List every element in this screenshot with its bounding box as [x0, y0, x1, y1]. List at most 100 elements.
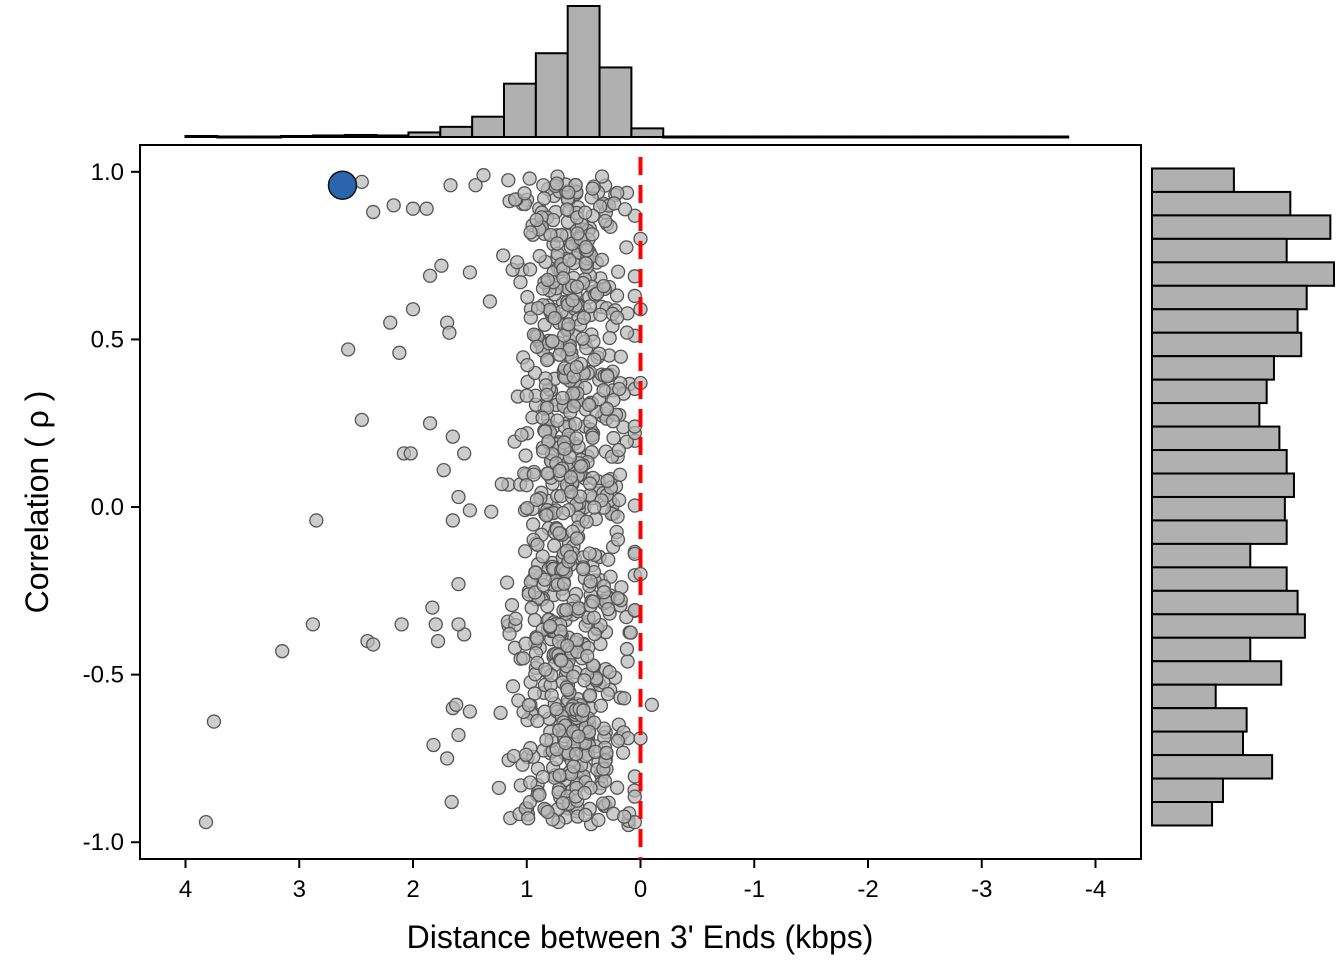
data-point	[613, 349, 628, 364]
data-point	[544, 688, 559, 703]
data-point	[539, 508, 554, 523]
data-point	[556, 576, 572, 591]
data-point	[600, 369, 615, 384]
data-point	[341, 342, 356, 357]
data-point	[551, 723, 567, 738]
data-point	[582, 546, 597, 561]
data-point	[501, 173, 516, 188]
top-histogram	[184, 5, 1070, 139]
data-point	[598, 213, 613, 229]
data-point	[549, 236, 565, 251]
right-hist-bar	[1151, 707, 1248, 733]
data-point	[530, 713, 545, 729]
data-point	[434, 258, 449, 273]
data-point	[560, 682, 575, 697]
right-hist-bar	[1151, 660, 1283, 686]
data-point	[535, 549, 550, 564]
data-point	[547, 538, 562, 553]
right-histogram	[1151, 167, 1335, 827]
right-hist-bar	[1151, 237, 1288, 264]
data-point	[579, 514, 594, 529]
data-point	[600, 473, 615, 488]
data-point	[462, 503, 478, 518]
data-point	[610, 780, 625, 795]
data-point	[559, 602, 574, 618]
data-point	[555, 795, 571, 811]
data-point	[599, 401, 615, 417]
data-point	[610, 509, 625, 524]
data-point	[354, 174, 369, 190]
data-point	[476, 168, 491, 183]
data-point	[529, 492, 545, 508]
top-hist-bar	[471, 115, 505, 139]
data-point	[535, 769, 551, 785]
data-point	[587, 626, 602, 642]
y-tick-label: -0.5	[83, 662, 124, 689]
x-tick-label: 3	[293, 876, 306, 903]
data-point	[198, 814, 214, 830]
data-point	[532, 787, 547, 803]
top-hist-bar	[1044, 135, 1070, 139]
data-point	[563, 470, 578, 485]
top-hist-bar	[853, 135, 888, 139]
data-point	[496, 248, 511, 263]
data-point	[445, 429, 460, 444]
top-hist-bar	[980, 135, 1015, 139]
data-point	[530, 300, 546, 316]
data-point	[522, 171, 537, 186]
data-point	[552, 526, 567, 541]
y-tick-label: 0.5	[91, 326, 124, 353]
data-point	[540, 599, 555, 614]
data-point	[539, 352, 555, 368]
data-point	[568, 416, 583, 432]
data-point	[539, 732, 554, 748]
data-point	[449, 697, 464, 712]
data-point	[596, 585, 612, 600]
data-point	[540, 804, 555, 820]
data-point	[439, 751, 455, 766]
top-hist-bar	[598, 66, 633, 138]
top-hist-bar	[566, 5, 601, 138]
right-hist-bar	[1151, 402, 1261, 428]
data-point	[595, 796, 611, 811]
data-point	[206, 714, 222, 729]
right-hist-bar	[1151, 308, 1299, 334]
data-point	[309, 513, 324, 528]
data-point	[366, 204, 381, 220]
top-hist-bar	[503, 82, 537, 138]
data-point	[514, 427, 529, 443]
data-point	[602, 330, 617, 346]
top-hist-bar	[789, 135, 824, 139]
data-point	[462, 704, 478, 719]
data-point	[383, 315, 398, 330]
data-point	[552, 768, 567, 783]
data-point	[529, 212, 544, 228]
x-tick-label: -3	[971, 876, 992, 903]
data-point	[580, 648, 595, 664]
top-hist-bar	[280, 134, 314, 139]
data-point	[493, 705, 508, 721]
data-point	[494, 476, 509, 492]
data-point	[504, 597, 520, 613]
data-point	[563, 549, 578, 565]
data-point	[576, 561, 591, 577]
y-axis: 1.0 0.5 0.0 -0.5 -1.0	[83, 159, 140, 856]
data-point	[513, 275, 528, 290]
data-point	[549, 176, 564, 191]
data-point	[594, 169, 610, 184]
data-point	[305, 617, 321, 632]
data-point	[529, 631, 545, 646]
data-point	[578, 256, 593, 271]
data-point	[582, 688, 598, 703]
data-point	[593, 698, 609, 713]
right-hist-bar	[1151, 331, 1303, 358]
data-point	[576, 310, 591, 326]
right-hist-bar	[1151, 683, 1217, 710]
data-point	[451, 576, 466, 592]
data-point	[405, 302, 421, 317]
top-hist-bar	[662, 135, 697, 139]
right-hist-bar	[1151, 261, 1335, 287]
top-hist-bar	[917, 135, 951, 139]
data-point	[540, 466, 555, 481]
data-point	[394, 617, 409, 632]
